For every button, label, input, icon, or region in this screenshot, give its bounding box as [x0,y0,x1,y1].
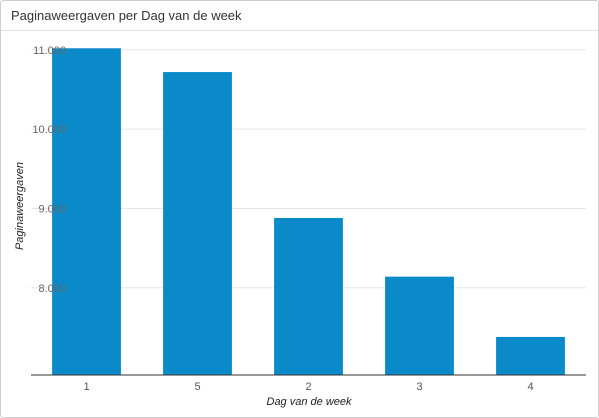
x-tick-label: 5 [194,381,200,393]
x-tick-labels: 1 5 2 3 4 [83,381,533,393]
bar-2[interactable] [274,217,343,375]
bar-1[interactable] [52,48,121,376]
bars [52,48,565,376]
chart-title: Paginaweergaven per Dag van de week [11,8,242,23]
y-tick-label: 10.000 [32,124,66,136]
x-tick-label: 2 [305,381,311,393]
y-tick-label: 11.000 [33,45,66,57]
y-axis-label: Paginaweergaven [14,162,26,250]
y-tick-labels: 8.000 9.000 10.000 11.000 [32,45,66,295]
x-axis-label: Dag van de week [267,396,352,408]
x-tick-label: 3 [416,381,422,393]
bar-5[interactable] [163,72,232,375]
y-tick-label: 9.000 [38,203,66,215]
x-tick-label: 1 [83,381,89,393]
y-tick-label: 8.000 [38,283,66,295]
bar-4[interactable] [496,336,565,375]
x-tick-label: 4 [527,381,533,393]
bar-3[interactable] [385,276,454,375]
chart-header: Paginaweergaven per Dag van de week [1,1,598,31]
